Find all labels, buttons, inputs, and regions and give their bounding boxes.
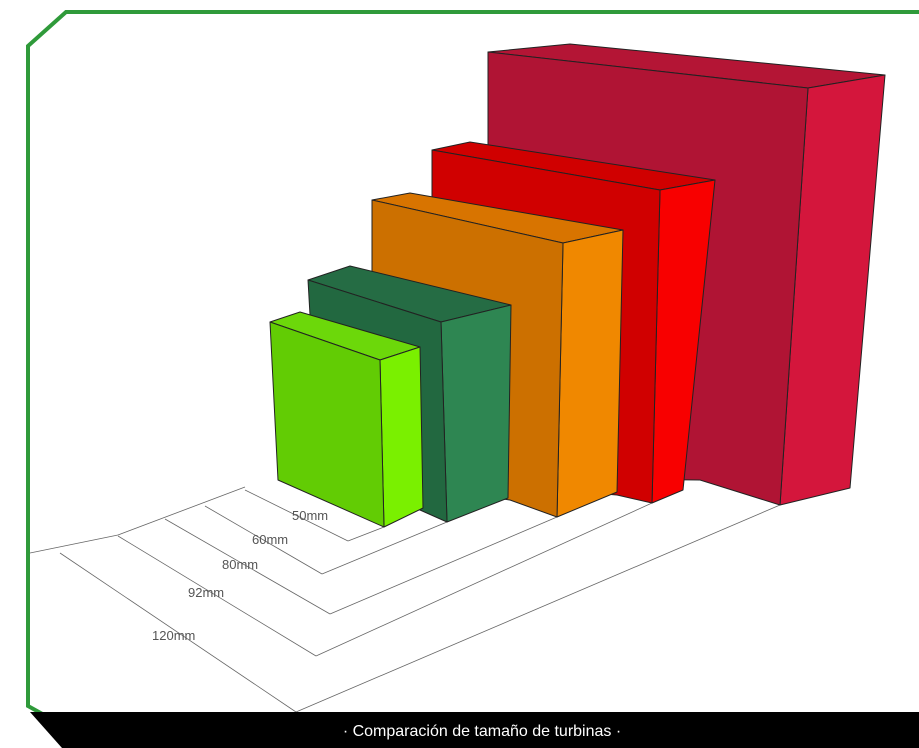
frame [26, 10, 919, 718]
dimension-lines [29, 486, 781, 713]
dimension-label: 92mm [188, 585, 224, 600]
dimension-label: 120mm [152, 628, 195, 643]
dimension-label: 80mm [222, 557, 258, 572]
box-50 [269, 311, 424, 528]
caption-bar [30, 712, 919, 748]
dimension-label: 60mm [252, 532, 288, 547]
dimension-label: 50mm [292, 508, 328, 523]
caption: · Comparación de tamaño de turbinas · [343, 723, 621, 740]
